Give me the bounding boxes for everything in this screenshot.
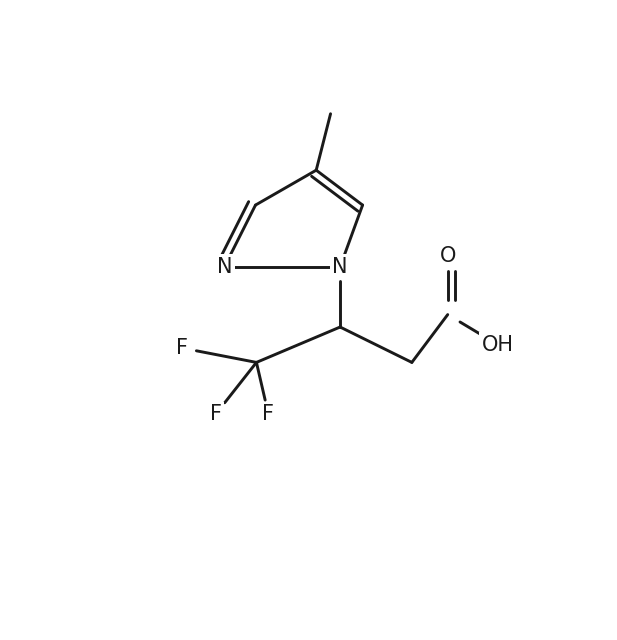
Text: F: F [262,404,275,424]
Text: OH: OH [482,335,514,355]
Text: N: N [333,257,348,276]
Text: N: N [217,257,232,276]
Text: O: O [439,246,456,266]
Text: F: F [210,404,222,424]
Text: F: F [176,338,188,358]
